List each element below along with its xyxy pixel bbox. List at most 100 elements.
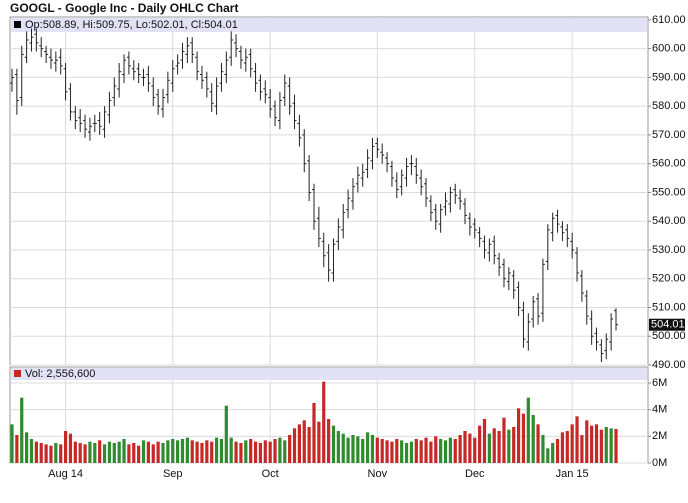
y-tick-label: 570.00 xyxy=(652,129,686,141)
volume-bar xyxy=(249,439,253,463)
volume-bar xyxy=(268,441,272,463)
volume-bar xyxy=(156,441,160,463)
volume-bar xyxy=(239,443,243,463)
x-tick-label: Aug 14 xyxy=(48,468,83,480)
volume-bar xyxy=(141,440,146,463)
volume-bar xyxy=(307,427,311,463)
volume-bar xyxy=(463,431,467,463)
y-tick-label: 600.00 xyxy=(652,43,686,55)
volume-bar xyxy=(122,439,126,463)
volume-bar xyxy=(219,439,224,463)
grid xyxy=(10,17,648,464)
volume-bar xyxy=(112,443,116,463)
volume-bar xyxy=(190,440,194,463)
volume-bar xyxy=(546,448,550,463)
volume-bar xyxy=(487,433,491,463)
legend-band xyxy=(11,368,647,380)
volume-bar xyxy=(526,397,530,463)
volume-bar xyxy=(512,427,516,463)
volume-bar xyxy=(283,440,287,463)
volume-bar xyxy=(93,443,97,463)
volume-bar xyxy=(497,431,501,463)
volume-bar xyxy=(151,444,155,463)
chart-title: GOOGL - Google Inc - Daily OHLC Chart xyxy=(10,1,238,15)
volume-bar xyxy=(117,441,121,463)
y-tick-label: 510.00 xyxy=(652,301,686,313)
y-tick-label: 550.00 xyxy=(652,186,686,198)
volume-bar xyxy=(297,424,301,463)
volume-bar xyxy=(258,443,263,463)
volume-bar xyxy=(195,441,199,463)
volume-bar xyxy=(424,437,428,463)
volume-bar xyxy=(292,428,297,463)
last-price-box xyxy=(649,318,685,331)
volume-bar xyxy=(594,424,599,463)
volume-bar xyxy=(78,443,82,463)
volume-bar xyxy=(434,436,438,463)
volume-bar xyxy=(68,433,73,463)
x-tick-label: Nov xyxy=(368,468,388,480)
volume-bar xyxy=(200,443,204,463)
volume-bar xyxy=(278,437,282,463)
volume-bar xyxy=(570,424,574,463)
legend-swatch xyxy=(14,21,21,28)
volume-bar xyxy=(580,435,584,463)
volume-bar xyxy=(604,427,608,463)
volume-bar xyxy=(34,441,38,463)
volume-bar xyxy=(205,440,209,463)
volume-bar xyxy=(288,435,292,463)
volume-bar xyxy=(400,440,404,463)
y-tick-label: 500.00 xyxy=(652,330,686,342)
legend-swatch xyxy=(14,370,21,377)
volume-bar xyxy=(429,441,433,463)
volume-bar xyxy=(229,437,233,463)
volume-bar xyxy=(263,440,267,463)
volume-bar xyxy=(146,441,150,463)
volume-bar xyxy=(551,443,555,463)
volume-bar xyxy=(20,397,24,463)
ohlc-legend: Op:508.89, Hi:509.75, Lo:502.01, Cl:504.… xyxy=(25,19,238,31)
price-panel xyxy=(9,16,649,366)
y-tick-label: 0M xyxy=(652,457,667,469)
legend-band xyxy=(11,18,647,32)
volume-bar xyxy=(614,428,618,463)
volume-bar xyxy=(166,440,170,463)
volume-bar xyxy=(312,403,316,463)
y-tick-label: 6M xyxy=(652,377,667,389)
volume-bar xyxy=(370,435,375,463)
volume-bar xyxy=(365,432,370,463)
y-tick-label: 590.00 xyxy=(652,71,686,83)
y-tick-label: 2M xyxy=(652,430,667,442)
volume-bar xyxy=(380,439,384,463)
volume-bar xyxy=(599,429,603,463)
volume-bar xyxy=(439,439,443,463)
volume-bar xyxy=(565,431,569,463)
volume-bar xyxy=(54,443,58,463)
volume-bar xyxy=(521,413,526,463)
volume-bar xyxy=(560,432,565,463)
volume-bar xyxy=(536,424,540,463)
y-tick-label: 560.00 xyxy=(652,158,686,170)
volume-bar xyxy=(409,441,414,463)
volume-bar xyxy=(351,435,355,463)
volume-bar xyxy=(414,439,418,463)
x-tick-label: Jan 15 xyxy=(556,468,589,480)
x-tick-label: Sep xyxy=(163,468,183,480)
volume-bar xyxy=(395,439,399,463)
volume-bar xyxy=(541,435,545,463)
volume-bar xyxy=(448,437,452,463)
volume-bar xyxy=(453,439,457,463)
volume-bar xyxy=(458,435,462,463)
volume-bar xyxy=(73,441,77,463)
volume-bar xyxy=(609,428,613,463)
volume-bar xyxy=(590,425,594,463)
volume-bar xyxy=(234,441,238,463)
y-tick-label: 520.00 xyxy=(652,273,686,285)
volume-bar xyxy=(83,444,87,463)
volume-bar xyxy=(49,445,53,463)
x-tick-label: Oct xyxy=(262,468,279,480)
y-tick-label: 4M xyxy=(652,404,667,416)
volume-bar xyxy=(39,443,43,463)
